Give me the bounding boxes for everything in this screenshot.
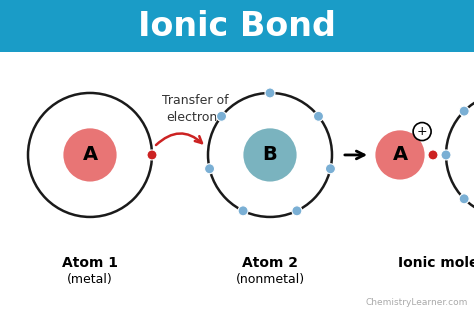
Text: A: A: [82, 146, 98, 164]
Circle shape: [428, 150, 438, 160]
Text: Atom 2: Atom 2: [242, 256, 298, 270]
Circle shape: [441, 150, 451, 160]
Text: A: A: [392, 146, 408, 164]
Text: (metal): (metal): [67, 274, 113, 286]
Circle shape: [205, 164, 215, 174]
Text: Atom 1: Atom 1: [62, 256, 118, 270]
Circle shape: [265, 88, 275, 98]
Text: B: B: [263, 146, 277, 164]
FancyArrowPatch shape: [156, 133, 202, 145]
Circle shape: [242, 127, 298, 183]
Circle shape: [217, 111, 227, 121]
Text: Ionic Bond: Ionic Bond: [138, 9, 336, 43]
Circle shape: [326, 164, 336, 174]
Text: +: +: [417, 125, 428, 138]
Circle shape: [313, 111, 323, 121]
Circle shape: [459, 194, 469, 204]
Text: Transfer of
electrons: Transfer of electrons: [162, 94, 228, 124]
Text: ChemistryLearner.com: ChemistryLearner.com: [365, 298, 468, 307]
Circle shape: [459, 106, 469, 116]
Circle shape: [374, 129, 426, 181]
Circle shape: [238, 206, 248, 216]
Circle shape: [147, 150, 157, 160]
Text: (nonmetal): (nonmetal): [236, 274, 305, 286]
Bar: [0, 0, 474, 52]
Circle shape: [292, 206, 302, 216]
Circle shape: [62, 127, 118, 183]
Circle shape: [413, 123, 431, 141]
Text: Ionic molecule: Ionic molecule: [398, 256, 474, 270]
